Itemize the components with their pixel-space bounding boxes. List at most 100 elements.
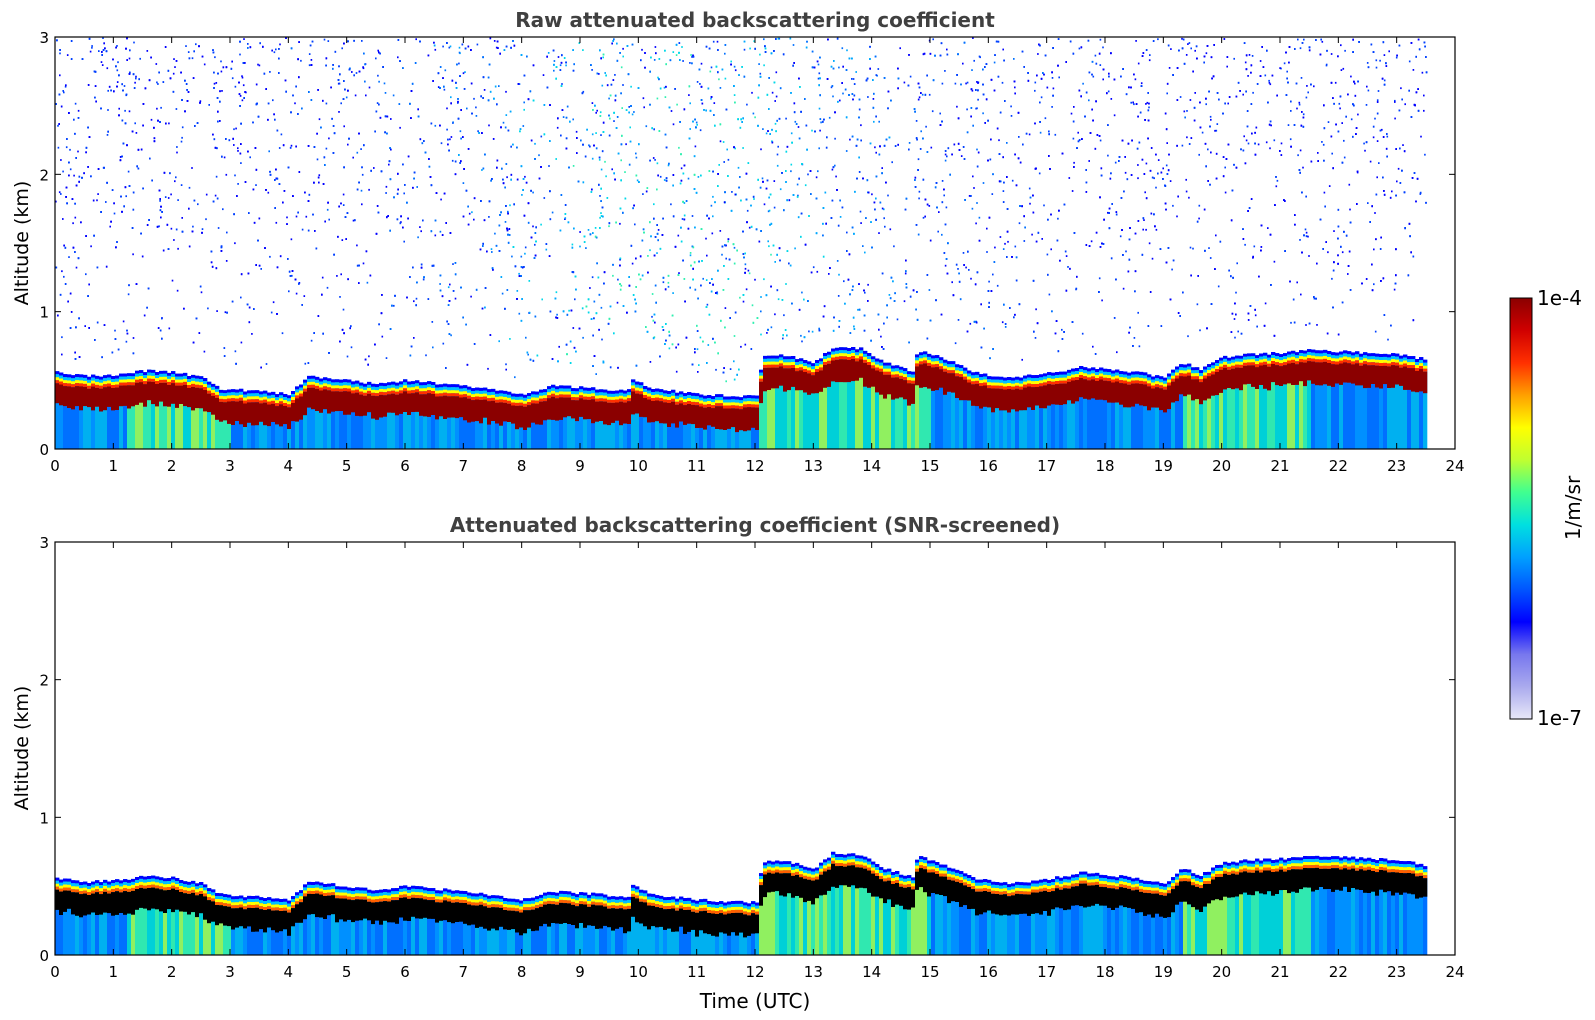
noise-speck	[556, 313, 558, 316]
noise-speck	[1289, 138, 1292, 141]
noise-speck	[831, 168, 834, 171]
noise-speck	[600, 134, 602, 136]
noise-speck	[216, 310, 218, 312]
noise-speck	[815, 176, 818, 179]
noise-speck	[743, 40, 746, 43]
noise-speck	[505, 163, 508, 165]
noise-speck	[1300, 293, 1302, 296]
noise-speck	[468, 212, 471, 215]
noise-speck	[989, 158, 992, 161]
noise-speck	[241, 75, 243, 78]
noise-speck	[466, 363, 469, 366]
noise-speck	[1396, 180, 1398, 183]
noise-speck	[1350, 75, 1352, 78]
noise-speck	[615, 221, 617, 224]
noise-speck	[566, 105, 569, 108]
noise-speck	[1349, 208, 1351, 211]
noise-speck	[991, 193, 994, 195]
noise-speck	[1185, 54, 1188, 56]
noise-speck	[1357, 113, 1359, 116]
noise-speck	[629, 140, 632, 143]
noise-speck	[475, 115, 478, 117]
noise-speck	[1041, 238, 1043, 240]
noise-speck	[699, 336, 702, 339]
noise-speck	[295, 215, 298, 218]
noise-speck	[897, 143, 899, 146]
noise-speck	[512, 143, 514, 146]
noise-speck	[240, 162, 242, 164]
noise-speck	[270, 311, 273, 314]
noise-speck	[403, 192, 405, 195]
noise-speck	[543, 197, 546, 199]
noise-speck	[635, 156, 638, 159]
noise-speck	[723, 161, 725, 163]
noise-speck	[377, 74, 379, 77]
noise-speck	[417, 108, 419, 111]
noise-speck	[341, 47, 343, 50]
noise-speck	[1385, 147, 1388, 150]
noise-speck	[117, 61, 119, 64]
noise-speck	[1305, 235, 1308, 238]
noise-speck	[803, 298, 805, 301]
noise-speck	[676, 103, 678, 106]
noise-speck	[1124, 171, 1127, 174]
noise-speck	[852, 78, 855, 80]
noise-speck	[701, 260, 703, 262]
noise-speck	[1192, 247, 1194, 250]
noise-speck	[208, 104, 210, 106]
noise-speck	[1242, 93, 1244, 96]
noise-speck	[1185, 190, 1188, 193]
noise-speck	[1014, 92, 1016, 95]
noise-speck	[1377, 90, 1380, 92]
noise-speck	[616, 116, 619, 118]
noise-speck	[1168, 67, 1171, 69]
noise-speck	[1305, 324, 1307, 326]
noise-speck	[127, 170, 130, 173]
noise-speck	[841, 47, 844, 50]
noise-speck	[1128, 86, 1130, 89]
noise-speck	[1367, 89, 1370, 92]
noise-speck	[1021, 50, 1024, 53]
noise-speck	[1095, 62, 1098, 65]
noise-speck	[1288, 61, 1290, 64]
noise-speck	[1268, 81, 1271, 84]
noise-speck	[1245, 139, 1248, 142]
noise-speck	[595, 147, 598, 150]
noise-speck	[1391, 190, 1393, 193]
noise-speck	[146, 50, 149, 52]
noise-speck	[1090, 240, 1093, 243]
noise-speck	[793, 102, 796, 105]
noise-speck	[710, 66, 713, 69]
noise-speck	[661, 326, 664, 328]
noise-speck	[173, 58, 175, 60]
noise-speck	[690, 54, 692, 56]
noise-speck	[1088, 99, 1090, 102]
noise-speck	[490, 179, 492, 182]
noise-speck	[400, 221, 402, 223]
noise-speck	[776, 119, 778, 122]
noise-speck	[839, 99, 841, 102]
noise-speck	[775, 95, 778, 98]
noise-speck	[510, 173, 513, 176]
noise-speck	[1058, 76, 1060, 79]
noise-speck	[292, 94, 294, 97]
noise-speck	[466, 107, 468, 110]
noise-speck	[1378, 162, 1380, 164]
noise-speck	[1375, 59, 1378, 62]
noise-speck	[764, 47, 767, 50]
noise-speck	[565, 116, 568, 119]
noise-speck	[1051, 106, 1053, 108]
noise-speck	[1165, 164, 1168, 167]
noise-speck	[917, 233, 920, 236]
noise-speck	[975, 107, 977, 110]
noise-speck	[1125, 93, 1128, 96]
noise-speck	[318, 181, 320, 184]
noise-speck	[702, 277, 704, 280]
noise-speck	[768, 209, 771, 212]
noise-speck	[723, 265, 725, 267]
noise-speck	[937, 230, 939, 233]
noise-speck	[1264, 74, 1267, 77]
noise-speck	[167, 197, 170, 199]
noise-speck	[483, 89, 486, 91]
noise-speck	[725, 257, 727, 260]
